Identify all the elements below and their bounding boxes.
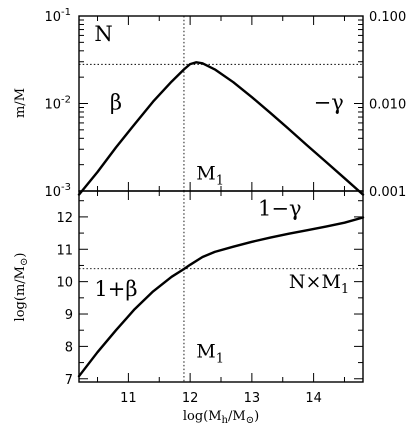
top-annotation: −γ	[314, 91, 344, 115]
bottom-y-tick-label: 10	[56, 276, 73, 291]
bottom-y-tick-label: 11	[56, 243, 73, 258]
top-y-tick-label-left: 10-2	[44, 95, 71, 113]
x-axis-label: log(Mh/M⊙)	[183, 409, 259, 426]
bottom-reference-lines	[79, 191, 363, 382]
top-y-tick-label-right: 0.001	[369, 185, 406, 200]
bottom-y-tick-label: 12	[56, 211, 73, 226]
bottom-y-tick-label: 8	[65, 340, 73, 355]
bottom-tick-labels: 7 8 9 10 11 12 11 12 13 14	[56, 211, 321, 406]
bottom-annotation: 1+β	[94, 277, 137, 301]
top-reference-lines	[79, 16, 363, 191]
top-tick-labels: 10-3 10-2 10-1 0.001 0.010 0.100	[44, 7, 406, 200]
bottom-x-tick-label: 11	[120, 391, 137, 406]
top-series-curve	[77, 61, 365, 196]
top-annotations: Nβ −γ M1	[94, 22, 343, 189]
bottom-annotation: N×M1	[289, 271, 349, 297]
bottom-y-axis-label: log(m/M⊙)	[13, 253, 30, 322]
top-annotation: M1	[196, 163, 224, 189]
bottom-panel: 7 8 9 10 11 12 11 12 13 14 1−γ 1+β N×M1 M1 log(m/M⊙)…	[13, 190, 365, 426]
top-annotation: β	[110, 91, 122, 115]
bottom-x-tick-label: 12	[182, 391, 199, 406]
bottom-y-tick-label: 7	[65, 373, 73, 388]
bottom-annotations: 1−γ 1+β N×M1 M1	[94, 196, 349, 366]
top-y-tick-label-left: 10-1	[44, 7, 71, 25]
bottom-ticks	[79, 191, 363, 382]
top-y-tick-label-right: 0.010	[369, 98, 406, 113]
bottom-annotation: M1	[196, 341, 224, 367]
top-panel: 10-3 10-2 10-1 0.001 0.010 0.100 Nβ −γ M1 m/M	[13, 7, 406, 200]
bottom-x-tick-label: 13	[244, 391, 261, 406]
top-annotation: N	[94, 22, 112, 46]
bottom-x-tick-label: 14	[305, 391, 322, 406]
top-y-tick-label-left: 10-3	[44, 182, 71, 200]
bottom-annotation: 1−γ	[258, 196, 302, 220]
bottom-series-curve	[77, 216, 365, 378]
top-y-tick-label-right: 0.100	[369, 10, 406, 25]
bottom-y-tick-label: 9	[65, 308, 73, 323]
top-y-axis-label: m/M	[13, 88, 28, 118]
